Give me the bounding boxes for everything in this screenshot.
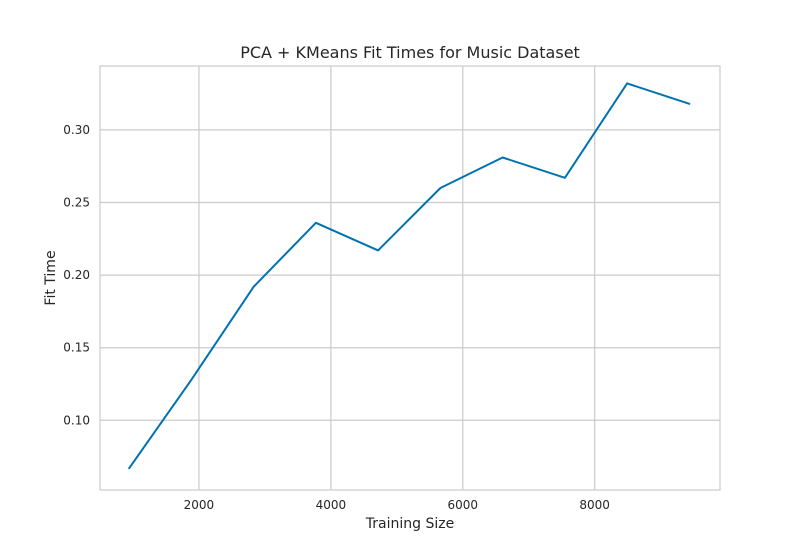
y-tick-label: 0.10 xyxy=(63,413,90,427)
x-tick-label: 4000 xyxy=(316,498,347,512)
x-tick-label: 8000 xyxy=(579,498,610,512)
series-line xyxy=(128,82,691,470)
x-tick-labels: 2000 4000 6000 8000 xyxy=(184,498,610,512)
x-tick-label: 2000 xyxy=(184,498,215,512)
y-tick-label: 0.25 xyxy=(63,195,90,209)
grid xyxy=(100,66,720,490)
y-tick-labels: 0.10 0.15 0.20 0.25 0.30 xyxy=(63,123,90,427)
y-tick-label: 0.30 xyxy=(63,123,90,137)
y-tick-label: 0.15 xyxy=(63,341,90,355)
plot-area xyxy=(100,66,720,490)
x-tick-label: 6000 xyxy=(447,498,478,512)
plot-frame xyxy=(99,65,721,491)
y-tick-label: 0.20 xyxy=(63,268,90,282)
x-axis-label: Training Size xyxy=(365,516,454,532)
chart-title: PCA + KMeans Fit Times for Music Dataset xyxy=(240,43,580,62)
y-axis-label: Fit Time xyxy=(43,250,59,305)
series-layer xyxy=(128,82,691,470)
